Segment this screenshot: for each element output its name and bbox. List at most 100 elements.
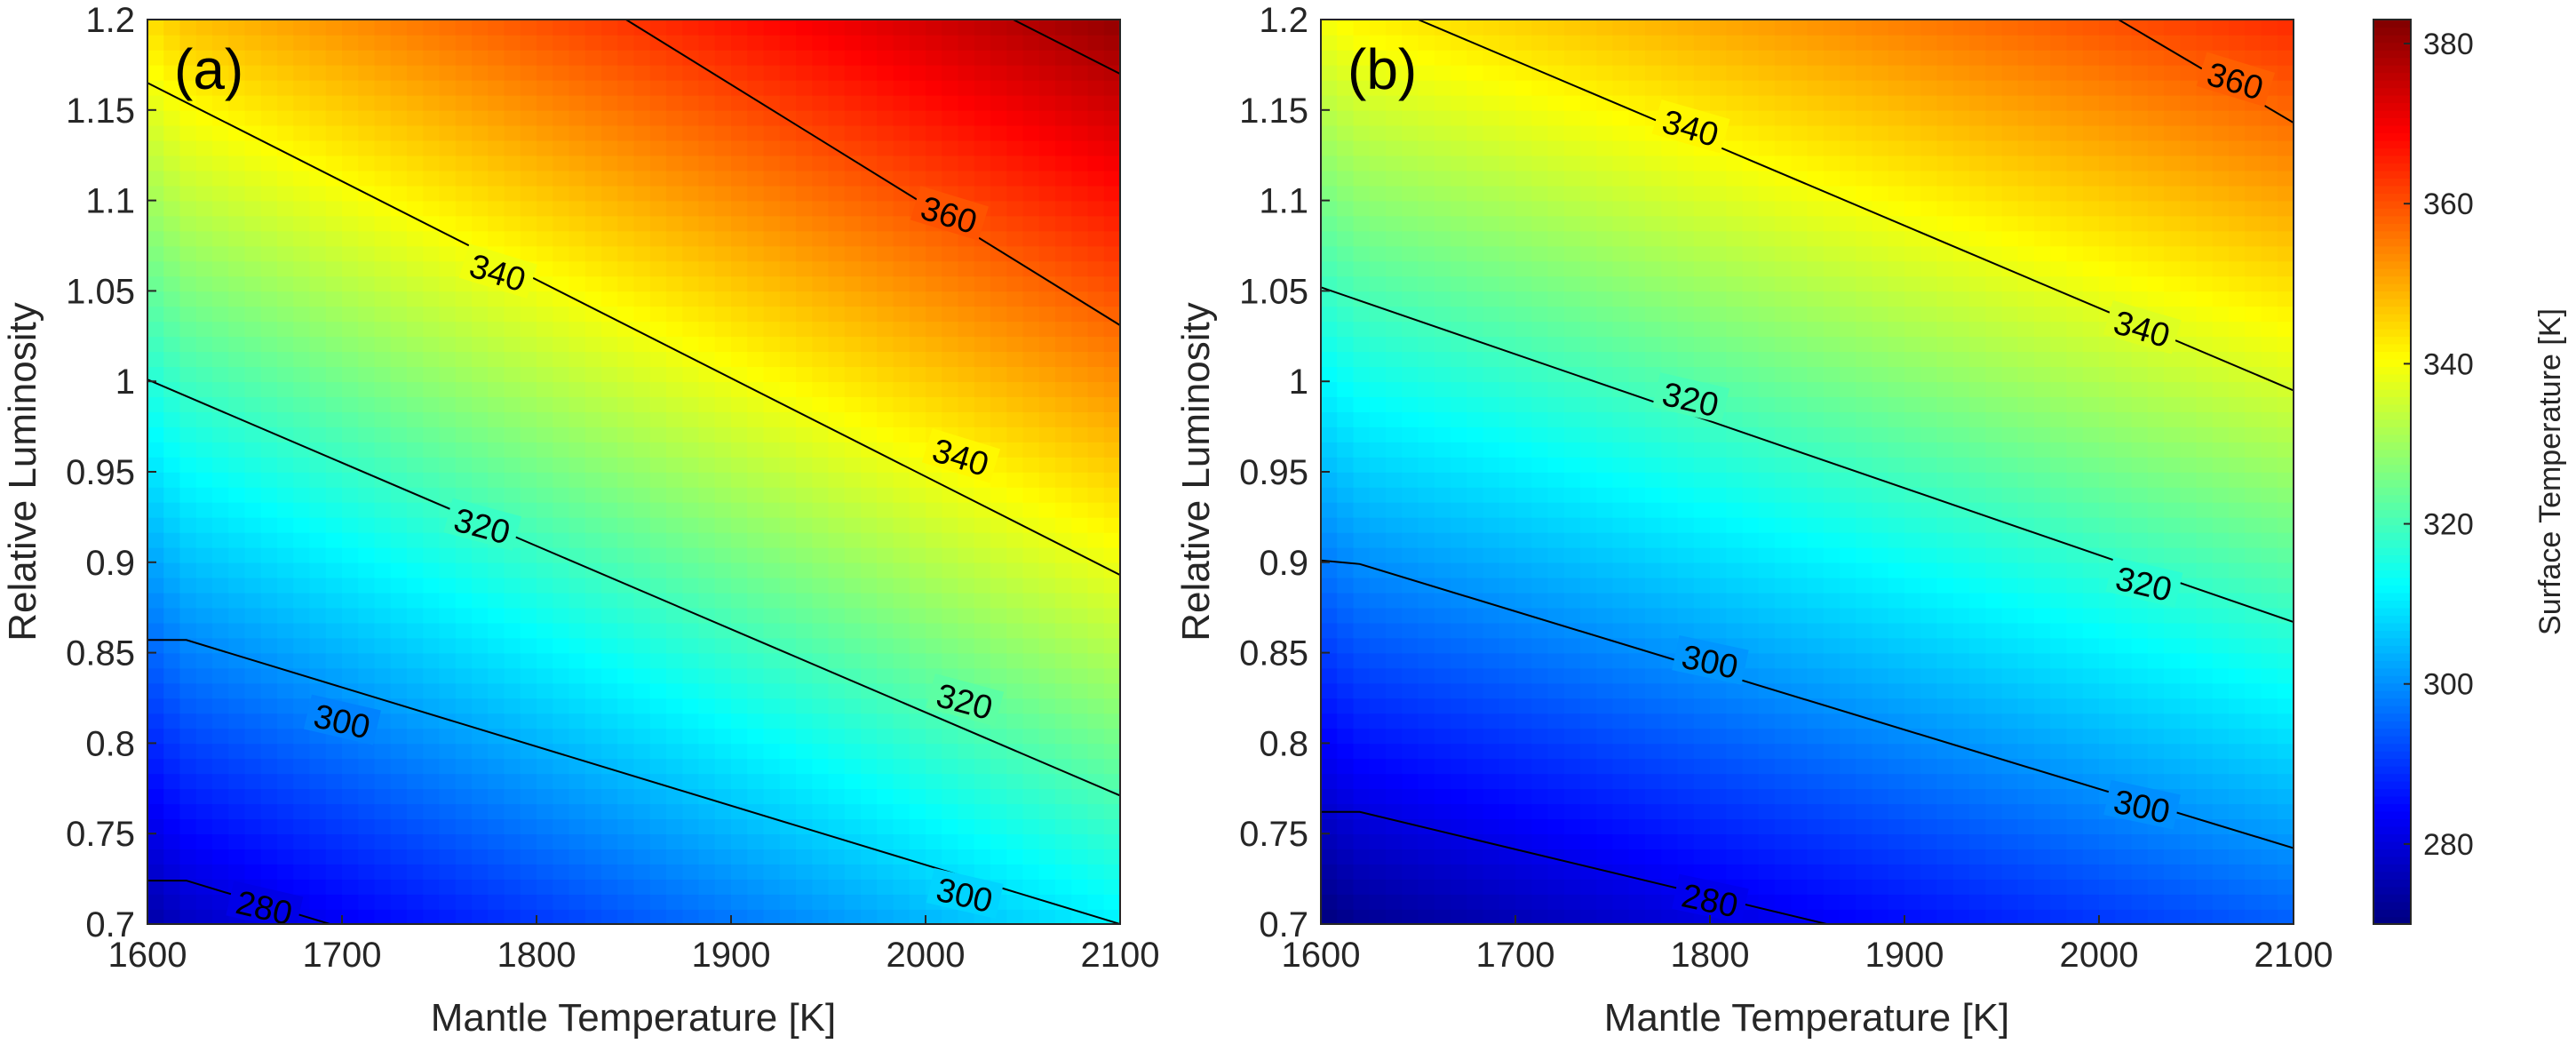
- heatmap-cell: [553, 864, 569, 880]
- heatmap-cell: [926, 291, 942, 307]
- heatmap-cell: [1071, 578, 1088, 594]
- heatmap-cell: [375, 623, 392, 639]
- heatmap-cell: [277, 216, 294, 232]
- heatmap-cell: [910, 623, 926, 639]
- heatmap-cell: [1596, 171, 1613, 187]
- heatmap-cell: [585, 547, 602, 563]
- heatmap-cell: [1645, 502, 1662, 518]
- heatmap-cell: [650, 623, 667, 639]
- heatmap-cell: [1071, 788, 1088, 804]
- heatmap-cell: [391, 260, 408, 276]
- heatmap-cell: [261, 442, 278, 458]
- heatmap-cell: [650, 110, 667, 126]
- heatmap-cell: [293, 396, 310, 412]
- heatmap-cell: [488, 381, 505, 397]
- heatmap-cell: [569, 260, 586, 276]
- heatmap-cell: [958, 547, 975, 563]
- heatmap-cell: [877, 758, 894, 774]
- heatmap-cell: [877, 246, 894, 262]
- heatmap-cell: [1596, 201, 1613, 217]
- heatmap-cell: [682, 894, 699, 910]
- heatmap-cell: [1419, 201, 1435, 217]
- heatmap-cell: [877, 909, 894, 925]
- heatmap-cell: [1321, 894, 1338, 910]
- heatmap-cell: [601, 396, 618, 412]
- heatmap-cell: [764, 231, 781, 247]
- heatmap-cell: [1419, 803, 1435, 819]
- heatmap-cell: [277, 864, 294, 880]
- heatmap-cell: [537, 216, 553, 232]
- heatmap-cell: [974, 321, 991, 337]
- heatmap-cell: [894, 502, 910, 518]
- heatmap-cell: [1321, 20, 1338, 36]
- heatmap-cell: [375, 864, 392, 880]
- heatmap-cell: [147, 864, 164, 880]
- heatmap-cell: [845, 110, 862, 126]
- heatmap-cell: [456, 728, 473, 744]
- heatmap-cell: [634, 35, 651, 51]
- heatmap-cell: [1402, 653, 1419, 669]
- heatmap-cell: [942, 562, 958, 578]
- heatmap-cell: [1451, 411, 1467, 427]
- heatmap-cell: [1548, 291, 1565, 307]
- heatmap-cell: [147, 758, 164, 774]
- heatmap-cell: [877, 743, 894, 759]
- heatmap-cell: [747, 260, 764, 276]
- heatmap-cell: [1467, 20, 1483, 36]
- heatmap-cell: [553, 35, 569, 51]
- heatmap-cell: [1435, 260, 1451, 276]
- heatmap-cell: [1386, 275, 1403, 291]
- heatmap-cell: [375, 366, 392, 382]
- heatmap-cell: [747, 758, 764, 774]
- heatmap-cell: [617, 608, 634, 624]
- heatmap-cell: [1088, 608, 1105, 624]
- heatmap-cell: [196, 593, 213, 609]
- heatmap-cell: [829, 442, 846, 458]
- heatmap-cell: [521, 593, 537, 609]
- heatmap-cell: [699, 849, 716, 865]
- heatmap-cell: [829, 668, 846, 684]
- heatmap-cell: [682, 366, 699, 382]
- heatmap-cell: [990, 171, 1007, 187]
- heatmap-cell: [829, 351, 846, 367]
- heatmap-cell: [1071, 426, 1088, 442]
- heatmap-cell: [1435, 487, 1451, 503]
- heatmap-cell: [796, 638, 813, 654]
- heatmap-cell: [277, 758, 294, 774]
- heatmap-cell: [1645, 336, 1662, 352]
- heatmap-cell: [780, 728, 797, 744]
- heatmap-cell: [1104, 683, 1121, 699]
- heatmap-cell: [1370, 381, 1387, 397]
- heatmap-cell: [731, 336, 748, 352]
- heatmap-cell: [1088, 216, 1105, 232]
- heatmap-cell: [1386, 336, 1403, 352]
- heatmap-cell: [472, 638, 489, 654]
- heatmap-cell: [569, 442, 586, 458]
- heatmap-cell: [812, 321, 829, 337]
- heatmap-cell: [521, 366, 537, 382]
- heatmap-cell: [601, 186, 618, 202]
- heatmap-cell: [391, 894, 408, 910]
- heatmap-cell: [796, 201, 813, 217]
- heatmap-cell: [958, 20, 975, 36]
- heatmap-cell: [342, 381, 359, 397]
- heatmap-cell: [861, 849, 878, 865]
- heatmap-cell: [1055, 336, 1072, 352]
- heatmap-cell: [537, 381, 553, 397]
- heatmap-cell: [1499, 442, 1516, 458]
- heatmap-cell: [310, 623, 327, 639]
- heatmap-cell: [521, 698, 537, 714]
- heatmap-cell: [780, 879, 797, 895]
- heatmap-cell: [1354, 743, 1371, 759]
- heatmap-cell: [1055, 171, 1072, 187]
- heatmap-cell: [585, 818, 602, 834]
- heatmap-cell: [634, 758, 651, 774]
- heatmap-cell: [1419, 894, 1435, 910]
- heatmap-cell: [1386, 396, 1403, 412]
- heatmap-cell: [1613, 35, 1630, 51]
- heatmap-cell: [196, 653, 213, 669]
- heatmap-cell: [245, 864, 262, 880]
- heatmap-cell: [731, 110, 748, 126]
- heatmap-cell: [521, 668, 537, 684]
- heatmap-cell: [926, 366, 942, 382]
